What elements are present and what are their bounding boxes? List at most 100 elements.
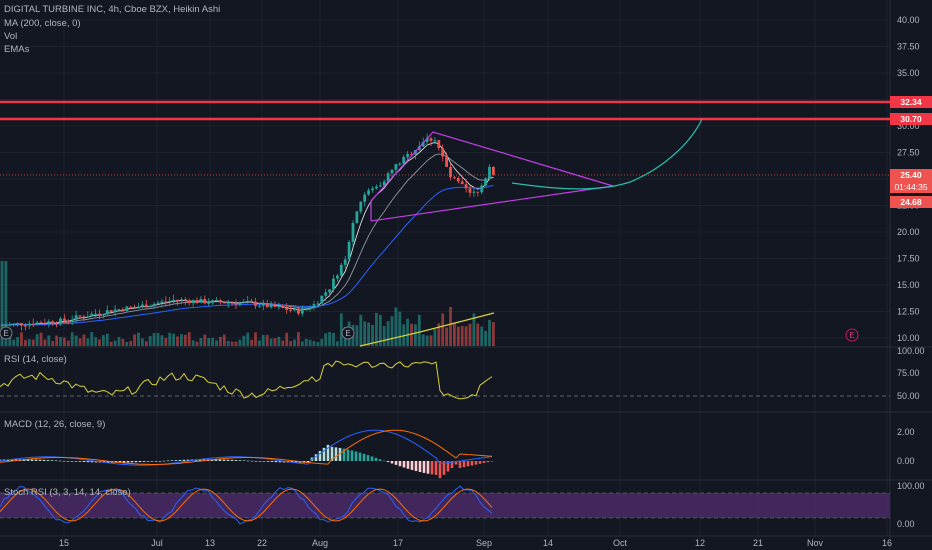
candle-body <box>355 211 359 223</box>
macd-hist-bar <box>374 457 378 461</box>
candlesticks[interactable] <box>0 133 495 331</box>
candle-body <box>74 315 78 320</box>
volume-bar <box>355 325 359 346</box>
earnings-marker-2-label: E <box>345 329 350 338</box>
indicator-emas[interactable]: EMAs <box>4 44 30 55</box>
volume-bar <box>164 337 168 346</box>
volume-bar <box>316 341 320 346</box>
macd-hist-bar <box>470 461 474 466</box>
volume-bar <box>386 321 390 346</box>
time-axis-label: 13 <box>205 538 215 548</box>
candle-body <box>390 169 394 174</box>
rsi-label[interactable]: RSI (14, close) <box>4 354 67 365</box>
earnings-marker-3[interactable] <box>845 328 859 342</box>
macd-hist-bar <box>82 461 86 462</box>
macd-hist-bar <box>358 452 362 461</box>
stoch-rsi-label[interactable]: Stoch RSI (3, 3, 14, 14, close) <box>4 487 131 498</box>
candle-body <box>199 298 203 303</box>
macd-hist-bar <box>306 461 310 463</box>
macd-hist-bar <box>142 461 146 462</box>
triangle-outline[interactable] <box>370 131 614 222</box>
macd-hist-bar <box>442 461 446 475</box>
volume-bar <box>312 341 316 346</box>
candle-body <box>47 321 51 324</box>
volume-bar <box>226 340 230 346</box>
volume-bar <box>363 321 367 346</box>
earnings-marker-1-label: E <box>3 329 8 338</box>
macd-hist-bar <box>174 460 178 461</box>
candle-body <box>297 308 300 314</box>
volume-bar <box>156 333 160 346</box>
macd-hist-bar <box>342 448 346 461</box>
projection-curve[interactable] <box>511 118 703 190</box>
candle-body <box>172 299 175 301</box>
candle-body <box>449 166 452 178</box>
indicator-ma[interactable]: MA (200, close, 0) <box>4 18 81 29</box>
indicator-vol[interactable]: Vol <box>4 31 18 42</box>
macd-hist-bar <box>162 460 166 462</box>
macd-label[interactable]: MACD (12, 26, close, 9) <box>4 419 106 430</box>
macd-hist-bar <box>182 459 186 461</box>
candle-body <box>137 306 140 308</box>
candle-body <box>226 302 230 304</box>
earnings-marker-2[interactable] <box>341 326 355 340</box>
macd-hist-bar <box>246 460 250 462</box>
candle-body <box>445 156 448 167</box>
macd-hist-bar <box>26 459 30 461</box>
candle-body <box>347 241 351 260</box>
macd-hist-bar <box>406 461 410 469</box>
candle-body <box>394 164 398 170</box>
resistance-lines[interactable] <box>0 100 890 121</box>
macd-hist-bar <box>226 459 230 461</box>
macd-hist-bar <box>370 456 374 461</box>
macd-hist-bar <box>490 461 494 462</box>
time-axis-label: Aug <box>312 538 328 548</box>
candle-body <box>4 325 8 327</box>
candle-body <box>324 292 328 296</box>
volume-bar <box>121 339 125 346</box>
rsi-axis-label: 100.00 <box>897 346 925 356</box>
volume-bar <box>43 339 47 346</box>
macd-hist-bar <box>314 454 318 461</box>
candle-body <box>460 181 464 185</box>
candle-body <box>195 300 199 303</box>
candle-body <box>417 146 421 150</box>
candle-body <box>94 313 97 315</box>
candle-body <box>230 302 234 304</box>
volume-bar <box>234 341 238 346</box>
volume-bar <box>238 339 242 346</box>
candle-body <box>180 299 183 301</box>
candle-body <box>246 300 250 302</box>
price-axis-label: 12.50 <box>897 307 920 317</box>
symbol-title[interactable]: DIGITAL TURBINE INC, 4h, Cboe BZX, Heiki… <box>4 4 221 15</box>
volume-bar <box>453 322 456 346</box>
time-axis[interactable]: 15 Jul 13 22 Aug 17 Sep 14 Oct 12 21 Nov 16 <box>59 538 892 548</box>
volume-bar <box>359 314 363 346</box>
macd-hist-bar <box>150 461 154 462</box>
volume-bar <box>90 332 94 346</box>
macd-hist-bar <box>134 461 138 463</box>
triangle-pattern[interactable] <box>370 131 614 222</box>
volume-bar <box>265 334 269 346</box>
earnings-markers[interactable]: E E E <box>0 326 859 342</box>
volume-bar <box>113 340 117 346</box>
macd-hist-bar <box>122 461 126 463</box>
candle-body <box>183 299 187 301</box>
candle-body <box>152 303 156 307</box>
macd-hist-bar <box>250 460 254 462</box>
indicator-axes[interactable]: 100.00 75.00 50.00 2.00 0.00 100.00 0.00 <box>897 346 925 529</box>
volume-ma-line <box>359 312 495 347</box>
macd-hist-bar <box>322 447 326 461</box>
volume-bar <box>468 323 472 346</box>
macd-hist-bar <box>50 460 54 461</box>
candle-body <box>464 184 468 189</box>
macd-hist-bar <box>34 459 38 461</box>
candle-body <box>39 322 43 324</box>
candle-body <box>12 323 16 325</box>
earnings-marker-1[interactable] <box>0 326 13 340</box>
candle-body <box>273 304 277 307</box>
candle-body <box>238 302 242 305</box>
volume-bar <box>187 332 191 346</box>
time-axis-label: 22 <box>257 538 267 548</box>
